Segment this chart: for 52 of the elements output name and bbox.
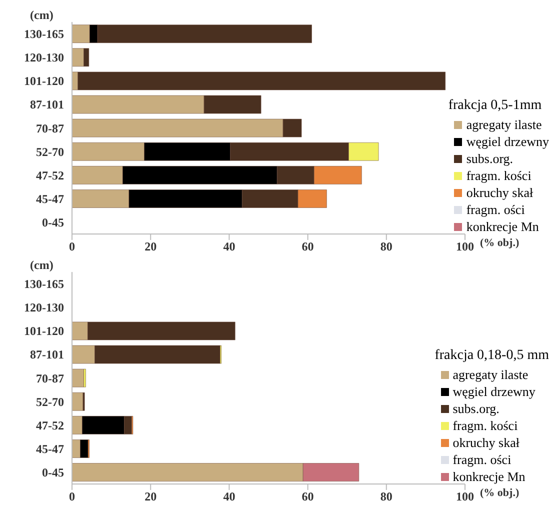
legend-label: fragm. kości — [452, 417, 519, 434]
x-tick-label: 20 — [144, 240, 157, 254]
x-axis-title: (% obj.) — [480, 237, 520, 249]
x-tick-label: 20 — [144, 490, 157, 504]
legend-title: frakcja 0,5-1mm — [448, 98, 543, 114]
legend-label: fragm. kości — [465, 167, 532, 184]
x-tick-label: 0 — [69, 490, 75, 504]
x-tick-label: 40 — [223, 240, 236, 254]
bar — [72, 392, 84, 411]
x-tick-label: 80 — [380, 240, 392, 254]
legend-label: węgiel drzewny — [465, 133, 549, 150]
y-axis-title: (cm) — [30, 8, 54, 23]
legend-label: okruchy skał — [465, 184, 534, 201]
y-tick-label: 52-70 — [36, 394, 64, 409]
y-tick-label: 52-70 — [36, 144, 64, 159]
y-tick-label: 47-52 — [36, 418, 64, 432]
legend-label: subs.org. — [465, 150, 514, 167]
y-tick-label: 87-101 — [30, 98, 64, 112]
bar — [72, 368, 84, 388]
legend-label: okruchy skał — [452, 434, 520, 451]
legend-label: węgiel drzewny — [452, 383, 536, 400]
y-tick-label: 130-165 — [24, 27, 64, 42]
x-tick-label: 100 — [456, 240, 474, 254]
y-tick-label: 101-120 — [24, 324, 64, 338]
y-tick-label: 45-47 — [36, 442, 64, 456]
y-tick-label: 0-45 — [42, 215, 64, 230]
legend-label: fragm. ości — [452, 451, 512, 468]
x-tick-label: 40 — [223, 490, 236, 504]
x-tick-label: 0 — [69, 240, 75, 254]
x-axis-title: (% obj.) — [480, 487, 520, 499]
y-tick-label: 120-130 — [24, 50, 64, 65]
legend-label: subs.org. — [452, 400, 500, 417]
y-tick-label: 87-101 — [30, 348, 64, 362]
y-tick-label: 130-165 — [24, 277, 64, 292]
legend-label: agregaty ilaste — [465, 116, 543, 133]
y-tick-label: 70-87 — [36, 371, 64, 386]
y-tick-label: 120-130 — [24, 300, 64, 315]
x-tick-label: 80 — [380, 490, 392, 504]
x-tick-label: 60 — [302, 240, 314, 254]
legend-label: konkrecje Mn — [465, 218, 540, 235]
y-tick-label: 0-45 — [42, 465, 64, 480]
x-tick-label: 100 — [456, 490, 474, 504]
y-tick-label: 47-52 — [36, 168, 64, 182]
x-tick-label: 60 — [302, 490, 314, 504]
y-tick-label: 70-87 — [36, 121, 64, 136]
y-tick-label: 101-120 — [24, 74, 64, 88]
legend-label: fragm. ości — [465, 201, 526, 218]
legend-label: agregaty ilaste — [452, 366, 530, 383]
legend-title: frakcja 0,18-0,5 mm — [434, 348, 549, 364]
legend-label: konkrecje Mn — [452, 468, 526, 485]
y-tick-label: 45-47 — [36, 192, 64, 206]
y-axis-title: (cm) — [30, 258, 54, 273]
